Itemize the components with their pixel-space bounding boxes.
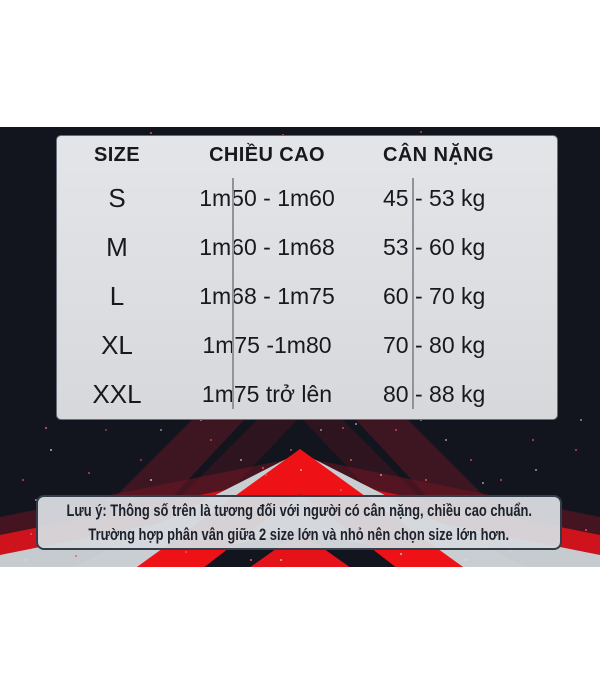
height-cell: 1m60 - 1m68	[199, 234, 335, 260]
column-header-height: CHIỀU CAO	[209, 143, 325, 166]
size-cell: M	[106, 232, 128, 262]
size-cell: XXL	[92, 379, 142, 409]
size-cell: L	[109, 281, 125, 311]
column-divider	[412, 178, 414, 409]
column-header-weight: CÂN NẶNG	[383, 143, 494, 166]
note-line-2: Trường hợp phân vân giữa 2 size lớn và n…	[88, 524, 510, 544]
height-cell: 1m68 - 1m75	[199, 283, 335, 309]
size-cell: S	[108, 183, 126, 213]
weight-cell: 53 - 60 kg	[383, 234, 486, 260]
note-line-1: Lưu ý: Thông số trên là tương đối với ng…	[66, 500, 532, 520]
weight-cell: 45 - 53 kg	[383, 185, 486, 211]
height-cell: 1m75 trở lên	[201, 381, 333, 407]
size-table: SIZE CHIỀU CAO CÂN NẶNG S 1m50 - 1m60 45…	[56, 135, 558, 420]
height-cell: 1m75 -1m80	[202, 332, 332, 358]
weight-cell: 60 - 70 kg	[383, 283, 486, 309]
pattern-background: SIZE CHIỀU CAO CÂN NẶNG S 1m50 - 1m60 45…	[0, 127, 600, 567]
weight-cell: 80 - 88 kg	[383, 381, 486, 407]
height-cell: 1m50 - 1m60	[199, 185, 335, 211]
column-header-size: SIZE	[93, 143, 141, 166]
note-box: Lưu ý: Thông số trên là tương đối với ng…	[36, 495, 562, 550]
column-divider	[232, 178, 234, 409]
weight-cell: 70 - 80 kg	[383, 332, 486, 358]
size-cell: XL	[101, 330, 133, 360]
light-speckles	[0, 127, 2, 129]
